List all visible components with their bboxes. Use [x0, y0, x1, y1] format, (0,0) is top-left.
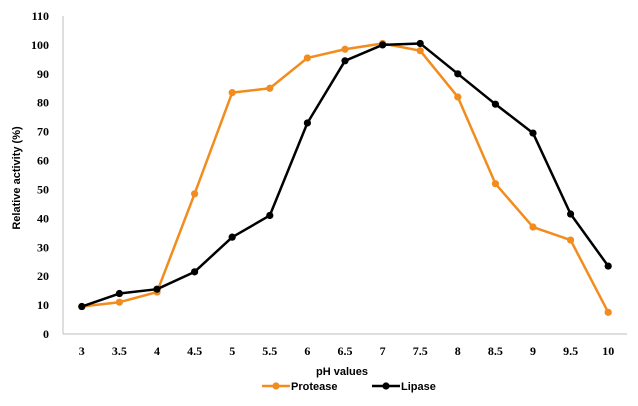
lipase-data-point [454, 70, 462, 78]
x-tick-label: 9 [530, 344, 536, 358]
lipase-data-point [341, 57, 349, 65]
lipase-data-point [604, 262, 612, 270]
protease-legend-label: Protease [291, 381, 337, 393]
y-tick-label: 110 [32, 9, 49, 23]
protease-series-line [81, 42, 610, 313]
y-tick-label: 0 [43, 327, 49, 341]
lipase-data-point [379, 41, 387, 49]
x-axis-title: pH values [316, 366, 368, 378]
x-tick-label: 5.5 [262, 344, 277, 358]
x-tick-label: 8.5 [488, 344, 503, 358]
x-tick-label: 6.5 [338, 344, 353, 358]
lipase-series-line [81, 42, 610, 308]
protease-data-point [416, 47, 424, 55]
y-tick-label: 50 [37, 182, 49, 196]
x-tick-label: 6 [304, 344, 310, 358]
lipase-data-point [491, 100, 499, 108]
lipase-data-point [567, 210, 575, 218]
protease-data-point [228, 89, 236, 97]
x-tick-label: 8 [455, 344, 461, 358]
protease-data-point [454, 93, 462, 101]
x-tick-label: 4 [154, 344, 160, 358]
protease-data-point [567, 236, 575, 244]
lipase-data-point [153, 285, 161, 293]
lipase-data-point [529, 129, 537, 137]
y-tick-label: 20 [37, 269, 49, 283]
x-tick-label: 3.5 [112, 344, 127, 358]
protease-data-point [303, 54, 311, 62]
lipase-legend-label: Lipase [401, 381, 436, 393]
protease-data-point [604, 308, 612, 316]
x-tick-label: 10 [602, 344, 614, 358]
y-tick-label: 90 [37, 67, 49, 81]
y-axis-title: Relative activity (%) [11, 126, 23, 230]
y-tick-label: 80 [37, 96, 49, 110]
lipase-data-point [416, 39, 424, 48]
protease-data-point [491, 180, 499, 188]
protease-data-point [115, 298, 123, 306]
x-tick-label: 9.5 [563, 344, 578, 358]
lipase-data-point [78, 302, 86, 311]
series-layer [78, 39, 612, 316]
protease-data-point [266, 84, 274, 92]
protease-data-point [529, 223, 537, 231]
protease-legend-marker [272, 382, 280, 390]
y-tick-label: 60 [37, 154, 49, 168]
y-tick-label: 30 [37, 240, 49, 254]
lipase-data-point [303, 119, 311, 127]
lipase-legend-marker [382, 382, 390, 390]
lipase-data-point [228, 233, 236, 241]
x-tick-label: 7 [380, 344, 386, 358]
x-tick-label: 7.5 [413, 344, 428, 358]
y-tick-label: 40 [37, 211, 49, 225]
x-tick-label: 3 [79, 344, 85, 358]
protease-data-point [191, 190, 199, 198]
x-tick-label: 5 [229, 344, 235, 358]
y-tick-label: 70 [37, 125, 49, 139]
protease-data-point [341, 45, 349, 53]
legend: Protease Lipase [262, 381, 436, 393]
x-tick-label: 4.5 [187, 344, 202, 358]
y-tick-label: 100 [31, 38, 49, 52]
y-axis-ticks: 0 10 20 30 40 50 60 70 80 90 100 110 [31, 9, 49, 341]
x-axis-ticks: 3 3.5 4 4.5 5 5.5 6 6.5 7 7.5 8 8.5 9 9.5 10 [79, 344, 614, 358]
y-tick-label: 10 [37, 298, 49, 312]
lipase-data-point [191, 268, 199, 276]
lipase-data-point [115, 289, 123, 298]
lipase-data-point [266, 211, 274, 220]
